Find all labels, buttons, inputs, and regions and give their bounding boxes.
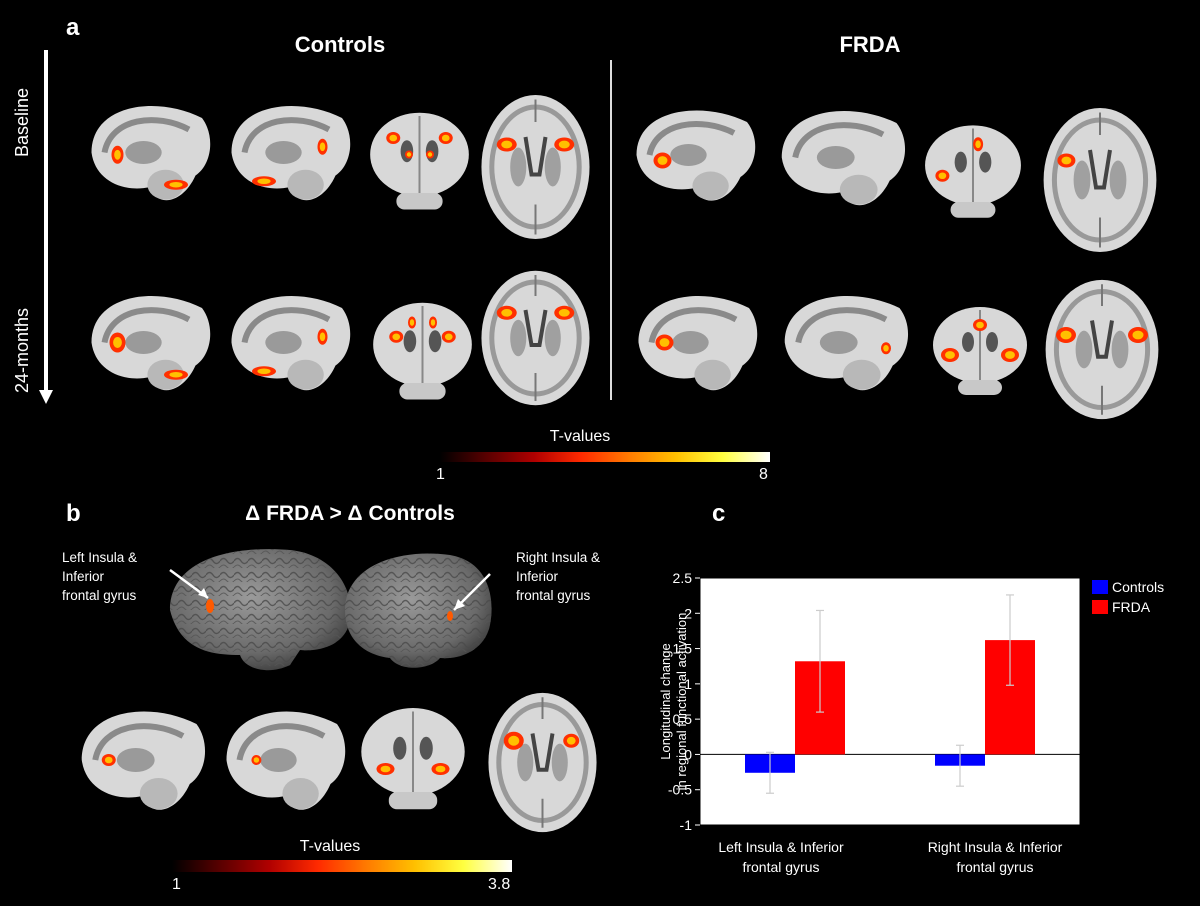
y-tick-label: 0.5 — [673, 711, 693, 727]
legend: Controls FRDA — [1092, 579, 1164, 615]
sagittal-slice — [781, 110, 906, 206]
sagittal-slice — [231, 105, 351, 201]
y-tick-label: 1.5 — [673, 641, 693, 657]
axial-slice — [481, 95, 590, 239]
colorbar-a — [440, 452, 770, 462]
legend-swatch — [1092, 600, 1108, 614]
axial-slice — [1043, 108, 1157, 252]
panel-a-letter: a — [66, 14, 80, 41]
followup-label-box: 24-months — [6, 290, 44, 400]
right-insula-label-line: frontal gyrus — [516, 588, 591, 603]
legend-label: Controls — [1112, 579, 1164, 595]
y-tick-label: 1 — [684, 676, 692, 692]
colorbar-a-max: 8 — [759, 466, 768, 483]
x-category-label: frontal gyrus — [956, 859, 1033, 875]
group-divider — [610, 60, 612, 400]
y-tick-label: 2.5 — [673, 570, 693, 586]
coronal-slice — [925, 125, 1021, 218]
coronal-slice — [933, 307, 1027, 395]
frda-heading: FRDA — [839, 32, 901, 57]
colorbar-b-max: 3.8 — [488, 876, 511, 893]
colorbar-b-min: 1 — [172, 876, 181, 893]
error-bar — [1006, 594, 1014, 686]
y-tick-label: 2 — [684, 605, 692, 621]
colorbar-b — [172, 860, 512, 872]
error-bar — [766, 751, 774, 794]
right-hemisphere-render — [345, 553, 492, 668]
left-hemisphere-render — [169, 549, 351, 671]
right-insula-label-line: Right Insula & — [516, 550, 601, 565]
x-category-label: frontal gyrus — [742, 859, 819, 875]
y-tick-label: 0 — [684, 746, 692, 762]
sagittal-slice — [91, 105, 211, 201]
sagittal-slice — [81, 711, 206, 810]
panel-b-letter: b — [66, 500, 81, 527]
y-axis-label-line: Longitudinal change — [658, 643, 673, 759]
error-bar — [956, 744, 964, 787]
sagittal-slice — [91, 295, 211, 391]
baseline-label: Baseline — [10, 84, 35, 160]
right-insula-label-line: Inferior — [516, 569, 559, 584]
sagittal-slice — [638, 295, 758, 391]
y-tick-label: -0.5 — [668, 782, 692, 798]
controls-heading: Controls — [294, 32, 386, 57]
x-category-label: Left Insula & Inferior — [718, 839, 844, 855]
left-insula-label: Left Insula & Inferior frontal gyrus — [62, 548, 172, 605]
bar-chart: -1 -0.5 0 0.5 1 1.5 2 2.5 Left Insula & Inferior… — [658, 570, 1164, 875]
followup-label: 24-months — [10, 304, 35, 396]
legend-label: FRDA — [1112, 599, 1151, 615]
timeline-arrow — [39, 50, 53, 404]
panel-b-title: Δ FRDA > Δ Controls — [245, 502, 455, 525]
left-insula-label-line: Inferior — [62, 569, 105, 584]
axial-slice — [481, 270, 590, 406]
sagittal-slice — [636, 110, 756, 201]
error-bar — [816, 609, 824, 713]
axial-slice — [488, 692, 597, 833]
coronal-slice — [361, 708, 465, 810]
left-insula-label-line: frontal gyrus — [62, 588, 137, 603]
surface-renders — [169, 549, 492, 671]
left-insula-label-line: Left Insula & — [62, 550, 138, 565]
x-category-label: Right Insula & Inferior — [928, 839, 1063, 855]
colorbar-b-title: T-values — [299, 838, 361, 855]
y-axis-label-line: in regional functional activation — [674, 613, 689, 791]
colorbar-a-min: 1 — [436, 466, 445, 483]
coronal-slice — [370, 112, 469, 210]
legend-swatch — [1092, 580, 1108, 594]
baseline-label-box: Baseline — [6, 72, 44, 162]
sagittal-slice — [226, 711, 346, 810]
sagittal-slice — [784, 295, 909, 391]
coronal-slice — [373, 302, 472, 400]
y-tick-label: -1 — [680, 817, 693, 833]
right-insula-label: Right Insula & Inferior frontal gyrus — [516, 548, 626, 605]
colorbar-a-title: T-values — [549, 428, 611, 445]
panel-c-letter: c — [712, 500, 726, 527]
axial-slice — [1045, 279, 1159, 420]
y-axis-label: Longitudinal change in regional functiona… — [658, 613, 689, 791]
sagittal-slice — [231, 295, 351, 391]
